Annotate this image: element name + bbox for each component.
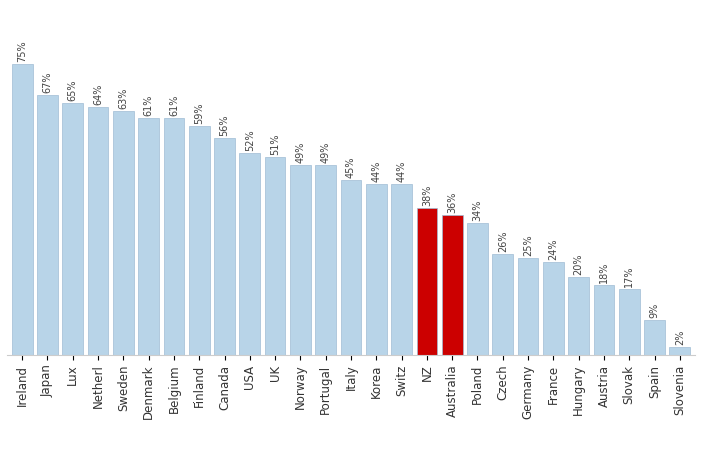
Bar [492,254,513,355]
Bar [391,184,412,355]
Text: 38%: 38% [422,184,432,206]
Bar [594,285,614,355]
Text: 44%: 44% [397,161,406,182]
Text: 51%: 51% [270,134,280,155]
Text: 59%: 59% [194,103,204,124]
Bar [37,95,58,355]
Bar [113,111,134,355]
Text: 18%: 18% [599,262,609,283]
Bar [88,107,108,355]
Bar [239,153,260,355]
Text: 56%: 56% [220,114,230,136]
Bar [517,258,538,355]
Bar [670,347,690,355]
Text: 75%: 75% [17,40,27,62]
Bar [265,157,286,355]
Text: 45%: 45% [346,157,356,178]
Text: 9%: 9% [649,303,659,318]
Text: 61%: 61% [144,95,154,116]
Text: 34%: 34% [472,200,482,221]
Text: 24%: 24% [548,238,558,260]
Bar [62,103,83,355]
Text: 20%: 20% [574,254,583,275]
Bar [568,278,589,355]
Bar [189,126,210,355]
Text: 25%: 25% [523,234,533,256]
Bar [315,165,336,355]
Bar [442,215,463,355]
Bar [467,223,488,355]
Text: 49%: 49% [296,142,305,163]
Text: 61%: 61% [169,95,179,116]
Text: 64%: 64% [93,83,103,105]
Text: 65%: 65% [68,80,78,101]
Text: 17%: 17% [624,266,634,287]
Bar [290,165,311,355]
Bar [12,64,32,355]
Text: 36%: 36% [447,192,457,213]
Bar [164,118,185,355]
Text: 52%: 52% [245,130,255,152]
Bar [644,320,665,355]
Bar [416,207,437,355]
Text: 2%: 2% [675,330,685,345]
Bar [619,289,640,355]
Text: 44%: 44% [371,161,381,182]
Bar [214,138,235,355]
Text: 26%: 26% [498,231,508,252]
Bar [543,262,564,355]
Text: 49%: 49% [321,142,331,163]
Bar [366,184,387,355]
Bar [138,118,159,355]
Text: 63%: 63% [119,87,128,109]
Text: 67%: 67% [43,71,53,93]
Bar [340,180,362,355]
